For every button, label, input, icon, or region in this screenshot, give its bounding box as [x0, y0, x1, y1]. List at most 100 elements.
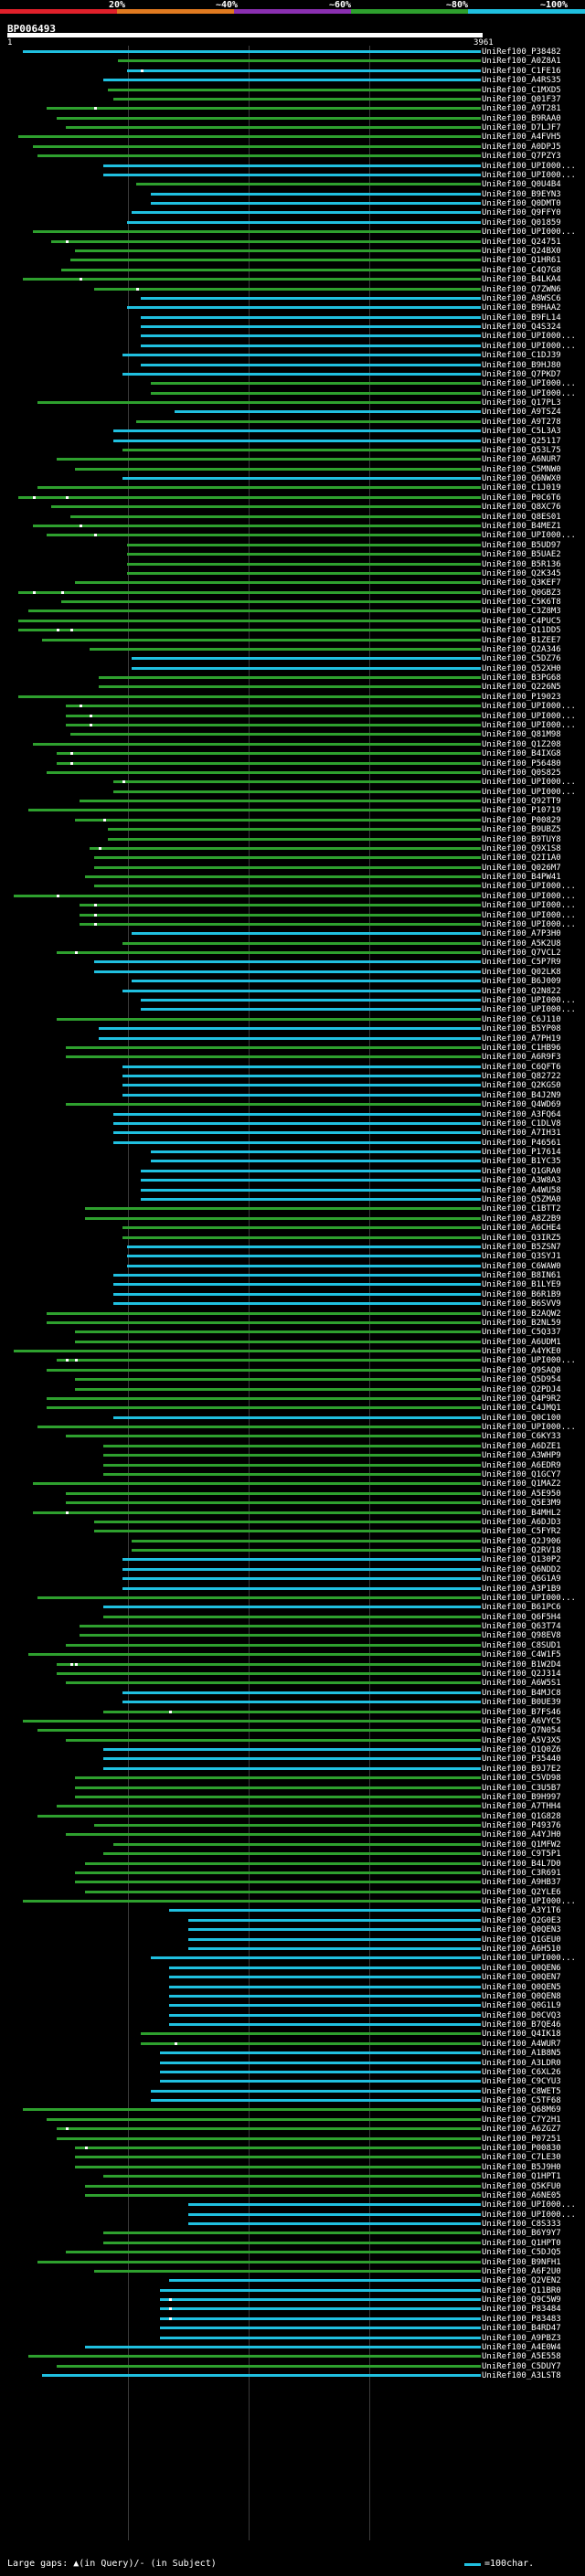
- hit-bar[interactable]: [75, 1387, 481, 1391]
- hit-bar[interactable]: [93, 970, 481, 973]
- hit-bar[interactable]: [169, 2023, 481, 2027]
- hit-label[interactable]: UniRef100_C1DJ39: [482, 351, 561, 361]
- hit-bar[interactable]: [169, 1909, 481, 1913]
- hit-bar[interactable]: [32, 144, 481, 148]
- hit-label[interactable]: UniRef100_Q026M7: [482, 863, 561, 873]
- hit-label[interactable]: UniRef100_UPI000...: [482, 910, 576, 920]
- hit-bar[interactable]: [47, 2117, 481, 2121]
- hit-label[interactable]: UniRef100_Q1GCY7: [482, 1470, 561, 1479]
- hit-label[interactable]: UniRef100_C9CYU3: [482, 2077, 561, 2087]
- hit-label[interactable]: UniRef100_C5MNW0: [482, 464, 561, 474]
- hit-bar[interactable]: [89, 846, 481, 850]
- hit-label[interactable]: UniRef100_B9RAA0: [482, 113, 561, 123]
- hit-label[interactable]: UniRef100_P00830: [482, 2143, 561, 2153]
- hit-bar[interactable]: [122, 1093, 481, 1097]
- hit-label[interactable]: UniRef100_A6NUR7: [482, 455, 561, 465]
- hit-label[interactable]: UniRef100_Q24BX0: [482, 246, 561, 256]
- hit-label[interactable]: UniRef100_Q8ES01: [482, 512, 561, 522]
- hit-label[interactable]: UniRef100_Q0U4B4: [482, 180, 561, 190]
- hit-bar[interactable]: [56, 2136, 481, 2140]
- hit-bar[interactable]: [93, 865, 481, 869]
- hit-label[interactable]: UniRef100_A9T281: [482, 104, 561, 114]
- hit-label[interactable]: UniRef100_C5DZ76: [482, 654, 561, 664]
- hit-bar[interactable]: [141, 315, 481, 319]
- hit-bar[interactable]: [141, 1008, 481, 1012]
- hit-bar[interactable]: [150, 382, 481, 386]
- hit-bar[interactable]: [127, 306, 481, 310]
- hit-label[interactable]: UniRef100_UPI000...: [482, 1005, 576, 1015]
- hit-label[interactable]: UniRef100_UPI000...: [482, 1954, 576, 1964]
- hit-bar[interactable]: [117, 59, 481, 63]
- hit-bar[interactable]: [108, 88, 481, 91]
- hit-bar[interactable]: [188, 1918, 481, 1922]
- hit-label[interactable]: UniRef100_D0CVQ3: [482, 2010, 561, 2020]
- hit-label[interactable]: UniRef100_Q9FFY0: [482, 208, 561, 218]
- hit-bar[interactable]: [103, 2241, 481, 2244]
- hit-label[interactable]: UniRef100_B4L7D0: [482, 1859, 561, 1869]
- hit-bar[interactable]: [112, 1302, 481, 1306]
- hit-label[interactable]: UniRef100_Q2YLE6: [482, 1887, 561, 1897]
- hit-bar[interactable]: [112, 1415, 481, 1419]
- hit-label[interactable]: UniRef100_Q92TT9: [482, 797, 561, 807]
- hit-bar[interactable]: [141, 1169, 481, 1172]
- hit-label[interactable]: UniRef100_Q9X1S8: [482, 843, 561, 853]
- hit-label[interactable]: UniRef100_UPI000...: [482, 1897, 576, 1907]
- hit-bar[interactable]: [127, 220, 481, 224]
- hit-label[interactable]: UniRef100_Q2N822: [482, 986, 561, 996]
- hit-label[interactable]: UniRef100_B4MJC8: [482, 1688, 561, 1698]
- hit-bar[interactable]: [112, 1274, 481, 1277]
- hit-label[interactable]: UniRef100_Q1Z208: [482, 739, 561, 749]
- hit-label[interactable]: UniRef100_A6NE05: [482, 2190, 561, 2200]
- hit-label[interactable]: UniRef100_UPI000...: [482, 720, 576, 730]
- hit-label[interactable]: UniRef100_P46561: [482, 1138, 561, 1148]
- hit-label[interactable]: UniRef100_Q6G1A9: [482, 1574, 561, 1585]
- hit-label[interactable]: UniRef100_C7LE30: [482, 2153, 561, 2163]
- hit-bar[interactable]: [23, 50, 481, 53]
- hit-label[interactable]: UniRef100_Q01F37: [482, 94, 561, 104]
- hit-label[interactable]: UniRef100_Q0G1L9: [482, 2001, 561, 2011]
- hit-bar[interactable]: [84, 2345, 481, 2348]
- hit-bar[interactable]: [169, 2004, 481, 2008]
- hit-label[interactable]: UniRef100_Q11BR0: [482, 2285, 561, 2295]
- hit-bar[interactable]: [141, 296, 481, 300]
- hit-label[interactable]: UniRef100_Q9SAQ0: [482, 1365, 561, 1375]
- hit-label[interactable]: UniRef100_Q3SYJ1: [482, 1252, 561, 1262]
- hit-bar[interactable]: [80, 1634, 481, 1638]
- hit-label[interactable]: UniRef100_Q5ZMA0: [482, 1194, 561, 1204]
- hit-label[interactable]: UniRef100_Q2A346: [482, 644, 561, 654]
- hit-bar[interactable]: [188, 2212, 481, 2216]
- hit-bar[interactable]: [103, 1444, 481, 1447]
- hit-bar[interactable]: [160, 2327, 481, 2330]
- hit-label[interactable]: UniRef100_B4LKA4: [482, 275, 561, 285]
- hit-label[interactable]: UniRef100_C5P7R9: [482, 958, 561, 968]
- hit-label[interactable]: UniRef100_A4RS35: [482, 76, 561, 86]
- hit-bar[interactable]: [75, 1871, 481, 1874]
- hit-bar[interactable]: [160, 2316, 481, 2320]
- hit-bar[interactable]: [89, 647, 481, 651]
- hit-label[interactable]: UniRef100_A3Y1T6: [482, 1906, 561, 1916]
- hit-label[interactable]: UniRef100_C1HB96: [482, 1043, 561, 1053]
- hit-label[interactable]: UniRef100_B61PC6: [482, 1603, 561, 1613]
- hit-label[interactable]: UniRef100_Q1GEU0: [482, 1935, 561, 1945]
- hit-label[interactable]: UniRef100_A4WU58: [482, 1185, 561, 1195]
- hit-label[interactable]: UniRef100_Q0QEN6: [482, 1963, 561, 1973]
- hit-bar[interactable]: [65, 1045, 481, 1049]
- hit-label[interactable]: UniRef100_C6WAW0: [482, 1261, 561, 1271]
- hit-bar[interactable]: [56, 1805, 481, 1808]
- hit-bar[interactable]: [150, 192, 481, 196]
- hit-label[interactable]: UniRef100_Q1HR61: [482, 256, 561, 266]
- hit-bar[interactable]: [103, 2175, 481, 2178]
- hit-bar[interactable]: [132, 1549, 481, 1553]
- hit-label[interactable]: UniRef100_Q0QEN7: [482, 1973, 561, 1983]
- hit-bar[interactable]: [80, 1625, 481, 1628]
- hit-label[interactable]: UniRef100_D7LJF7: [482, 123, 561, 133]
- hit-bar[interactable]: [93, 2269, 481, 2273]
- hit-bar[interactable]: [56, 752, 481, 756]
- hit-label[interactable]: UniRef100_B9HAA2: [482, 303, 561, 313]
- hit-label[interactable]: UniRef100_A4YKE0: [482, 1347, 561, 1357]
- hit-bar[interactable]: [112, 1121, 481, 1125]
- hit-label[interactable]: UniRef100_Q5D954: [482, 1375, 561, 1385]
- hit-bar[interactable]: [60, 268, 481, 271]
- hit-label[interactable]: UniRef100_A4YJH0: [482, 1830, 561, 1840]
- hit-label[interactable]: UniRef100_Q1MFW2: [482, 1839, 561, 1850]
